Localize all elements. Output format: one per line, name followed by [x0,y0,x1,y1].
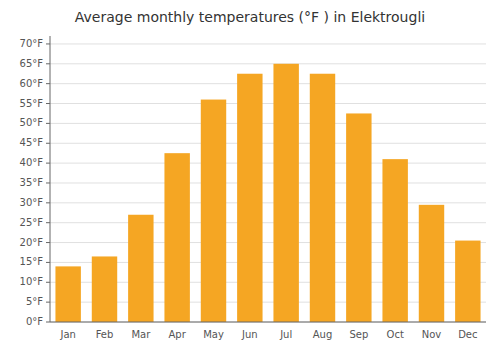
bar [310,74,335,322]
bar [237,74,262,322]
y-tick [46,202,50,203]
y-tick-label: 0°F [26,316,43,327]
y-axis: 0°F 5°F 10°F 15°F 20°F 25°F 30°F 35°F 40°F 45°F 50… [20,36,50,327]
y-tick [46,222,50,223]
chart-title: Average monthly temperatures (°F ) in El… [75,9,425,25]
x-tick-label: Jan [59,329,75,340]
grid-line [50,182,486,183]
y-tick-label: 40°F [20,157,44,168]
y-tick-label: 25°F [20,217,44,228]
x-tick-label: Jun [241,329,258,340]
x-tick-label: Jul [279,329,292,340]
y-axis-line [50,36,51,322]
x-tick-label: May [203,329,224,340]
bar [419,205,444,322]
bar [128,215,153,322]
bar [201,100,226,322]
bar [346,113,371,322]
y-tick-label: 65°F [20,58,44,69]
bar [92,256,117,322]
x-tick-label: Sep [349,329,368,340]
grid [50,44,486,322]
x-tick-label: Dec [458,329,477,340]
bar [55,266,80,322]
y-tick-label: 5°F [26,296,43,307]
y-tick [46,143,50,144]
grid-line [50,202,486,203]
y-tick [46,103,50,104]
grid-line [50,83,486,84]
grid-line [50,63,486,64]
bar [164,153,189,322]
y-tick [46,242,50,243]
y-tick [46,163,50,164]
bar [455,241,480,322]
bar [382,159,407,322]
y-tick [46,123,50,124]
x-tick-label: Oct [387,329,404,340]
grid-line [50,43,486,44]
y-tick [46,182,50,183]
y-tick [46,43,50,44]
x-tick-label: Feb [96,329,114,340]
grid-line [50,143,486,144]
x-tick-label: Apr [169,329,187,340]
y-tick [46,262,50,263]
y-tick [46,302,50,303]
x-axis: Jan Feb Mar Apr May Jun Jul Aug Sep Oct Nov Dec [50,322,486,340]
x-axis-line [50,322,486,323]
y-tick-label: 50°F [20,117,44,128]
x-tick-label: Mar [131,329,151,340]
y-tick-label: 55°F [20,98,44,109]
y-tick [46,63,50,64]
y-tick [46,282,50,283]
grid-line [50,322,486,323]
y-tick-label: 35°F [20,177,44,188]
y-tick [46,83,50,84]
bar [273,64,298,322]
y-tick-label: 20°F [20,237,44,248]
chart-svg: Average monthly temperatures (°F ) in El… [0,0,500,350]
y-tick-label: 30°F [20,197,44,208]
y-tick-label: 70°F [20,38,44,49]
x-tick-label: Aug [313,329,333,340]
x-tick-label: Nov [422,329,442,340]
grid-line [50,123,486,124]
y-tick-label: 10°F [20,276,44,287]
chart-container: Average monthly temperatures (°F ) in El… [0,0,500,350]
bars [55,64,480,322]
y-tick-label: 60°F [20,78,44,89]
grid-line [50,103,486,104]
y-tick-label: 15°F [20,256,44,267]
y-tick-label: 45°F [20,137,44,148]
grid-line [50,163,486,164]
y-tick [46,322,50,323]
